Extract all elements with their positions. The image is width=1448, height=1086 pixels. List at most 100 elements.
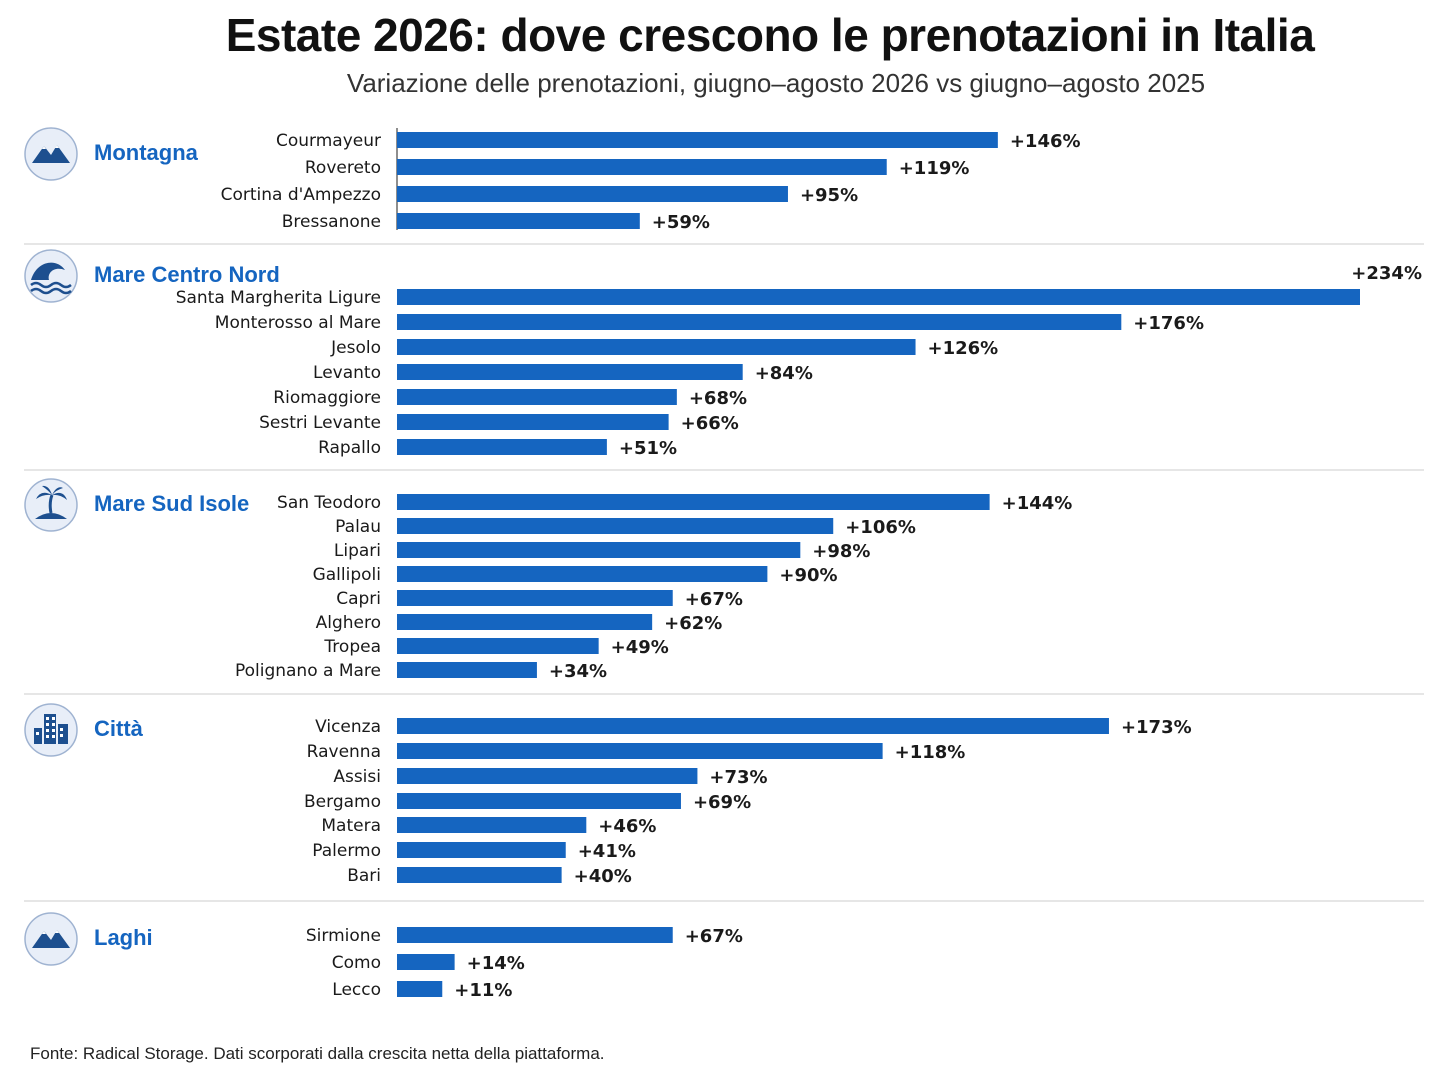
value-label: +69%	[693, 792, 751, 813]
mountain-icon	[32, 145, 70, 163]
category-label: Gallipoli	[313, 565, 381, 585]
value-label: +106%	[845, 517, 916, 538]
group-label: Laghi	[94, 925, 153, 950]
bar	[397, 954, 455, 970]
bar	[397, 817, 587, 833]
category-label: Vicenza	[315, 717, 381, 737]
value-label: +34%	[549, 661, 607, 682]
bar	[397, 132, 998, 148]
category-label: Assisi	[333, 767, 381, 787]
value-label: +144%	[1002, 493, 1073, 514]
group-4: Laghi Sirmione +67% Como +14% Lecco +11%	[24, 912, 743, 1001]
category-label: Bergamo	[304, 792, 381, 812]
bar	[397, 389, 677, 405]
category-label: Matera	[321, 816, 381, 836]
bar	[397, 927, 673, 943]
category-label: Courmayeur	[276, 131, 381, 151]
group-label: Mare Centro Nord	[94, 262, 280, 287]
value-label: +59%	[652, 212, 710, 233]
bar	[397, 793, 681, 809]
bar	[397, 494, 990, 510]
bar	[397, 339, 916, 355]
group-2: Mare Sud Isole San Teodoro +144% Palau +106%…	[24, 478, 1424, 695]
palm-island-icon	[35, 485, 67, 519]
value-label: +146%	[1010, 131, 1081, 152]
chart-subtitle: Variazione delle prenotazioni, giugno–ag…	[346, 68, 1206, 98]
category-label: Palermo	[312, 841, 381, 861]
bar	[397, 768, 698, 784]
wave-icon	[30, 262, 72, 295]
value-label: +126%	[928, 338, 999, 359]
value-label: +41%	[578, 841, 636, 862]
bar	[397, 743, 883, 759]
group-3: Città Vicenza +173% Ravenna +118% Assisi +73% B…	[24, 703, 1424, 902]
category-label: Lipari	[334, 541, 381, 561]
category-label: Rovereto	[305, 158, 381, 178]
value-label: +14%	[467, 953, 525, 974]
category-label: Capri	[336, 589, 381, 609]
value-label: +67%	[685, 589, 743, 610]
category-label: Polignano a Mare	[235, 661, 381, 681]
category-label: Tropea	[323, 637, 381, 657]
category-label: Rapallo	[318, 438, 381, 458]
mountain-lake-icon	[32, 930, 70, 948]
value-label: +234%	[1351, 263, 1422, 284]
value-label: +119%	[899, 158, 970, 179]
bar	[397, 314, 1122, 330]
category-label: Jesolo	[330, 338, 381, 358]
chart-source: Fonte: Radical Storage. Dati scorporati …	[30, 1044, 605, 1063]
category-label: Sirmione	[306, 926, 381, 946]
value-label: +95%	[800, 185, 858, 206]
category-label: Palau	[335, 517, 381, 537]
category-label: Bressanone	[282, 212, 381, 232]
bar	[397, 842, 566, 858]
value-label: +40%	[574, 866, 632, 887]
bar	[397, 662, 537, 678]
group-0: Montagna Courmayeur +146% Rovereto +119% Cort…	[24, 127, 1424, 245]
value-label: +84%	[755, 363, 813, 384]
category-label: Sestri Levante	[259, 413, 381, 433]
group-label: Città	[94, 716, 144, 741]
bar	[397, 638, 599, 654]
mountain-icon-badge	[24, 127, 78, 181]
city-icon	[34, 714, 68, 744]
bar	[397, 590, 673, 606]
value-label: +66%	[681, 413, 739, 434]
category-label: Cortina d'Ampezzo	[221, 185, 381, 205]
bar	[397, 614, 653, 630]
value-label: +46%	[598, 816, 656, 837]
value-label: +67%	[685, 926, 743, 947]
group-label: Mare Sud Isole	[94, 491, 249, 516]
bar	[397, 414, 669, 430]
bar	[397, 542, 801, 558]
category-label: Santa Margherita Ligure	[176, 288, 381, 308]
category-label: Bari	[347, 866, 381, 886]
bar	[397, 566, 768, 582]
bar	[397, 186, 788, 202]
value-label: +118%	[895, 742, 966, 763]
value-label: +51%	[619, 438, 677, 459]
bar	[397, 289, 1360, 305]
category-label: Lecco	[332, 980, 381, 1000]
value-label: +62%	[664, 613, 722, 634]
category-label: Levanto	[313, 363, 381, 383]
bar	[397, 159, 887, 175]
category-label: Como	[332, 953, 381, 973]
category-label: Ravenna	[307, 742, 381, 762]
value-label: +49%	[611, 637, 669, 658]
bar	[397, 364, 743, 380]
value-label: +68%	[689, 388, 747, 409]
bar	[397, 439, 607, 455]
category-label: Alghero	[316, 613, 381, 633]
bar	[397, 213, 640, 229]
value-label: +98%	[812, 541, 870, 562]
bar	[397, 718, 1109, 734]
value-label: +176%	[1133, 313, 1204, 334]
value-label: +173%	[1121, 717, 1192, 738]
chart-title: Estate 2026: dove crescono le prenotazio…	[225, 9, 1315, 61]
bar	[397, 867, 562, 883]
bar	[397, 518, 834, 534]
value-label: +90%	[779, 565, 837, 586]
